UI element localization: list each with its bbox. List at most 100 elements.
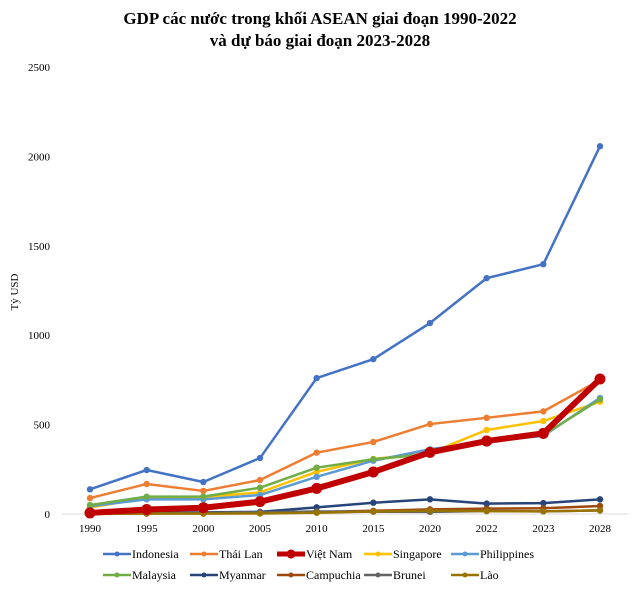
legend-label: Philippines (480, 547, 534, 561)
legend-label: Indonesia (132, 547, 179, 561)
legend-marker (114, 551, 120, 557)
y-tick-label: 1500 (28, 241, 51, 253)
chart-title-line-1: GDP các nước trong khối ASEAN giai đoạn … (123, 9, 516, 28)
data-point (370, 508, 377, 515)
legend-marker (288, 572, 294, 578)
legend-label: Singapore (393, 547, 442, 561)
data-point (84, 507, 96, 519)
y-tick-label: 500 (34, 420, 51, 432)
data-point (483, 426, 490, 434)
data-point (256, 510, 264, 517)
data-point (426, 420, 434, 428)
data-point (200, 487, 207, 495)
legend-item: Philippines (451, 547, 534, 561)
x-tick-label: 2028 (589, 523, 612, 535)
legend-item: Myanmar (190, 568, 266, 582)
series-việt-nam (84, 373, 606, 519)
data-point (596, 396, 604, 403)
y-tick-label: 2500 (28, 62, 51, 74)
y-tick-label: 0 (45, 509, 51, 521)
series-line (89, 400, 601, 509)
series-line (89, 376, 603, 516)
data-point (483, 274, 490, 282)
data-point (256, 476, 264, 484)
legend-item: Thái Lan (190, 547, 263, 561)
legend-item: Lào (451, 568, 499, 582)
legend-item: Việt Nam (277, 547, 353, 561)
data-point (540, 261, 547, 268)
data-point (313, 374, 320, 382)
legend-item: Malaysia (103, 568, 177, 582)
data-point (483, 500, 490, 507)
series-line (89, 509, 601, 516)
legend-item: Campuchia (277, 568, 361, 582)
data-point (311, 482, 323, 494)
data-point (537, 427, 549, 439)
series-thái-lan (86, 376, 604, 502)
series-line (89, 145, 602, 491)
data-point (86, 494, 94, 502)
data-point (86, 501, 94, 509)
chart-title-line-2: và dự báo giai đoạn 2023-2028 (210, 31, 430, 50)
data-point (370, 355, 377, 363)
data-point (426, 319, 434, 327)
series-singapore (86, 398, 604, 511)
x-tick-label: 1995 (136, 523, 159, 535)
data-point (313, 473, 320, 481)
data-point (197, 502, 209, 514)
x-tick-label: 2023 (532, 523, 555, 535)
data-point (426, 507, 434, 514)
data-point (256, 484, 264, 491)
legend-marker (201, 572, 207, 578)
data-point (596, 502, 604, 510)
data-point (370, 456, 377, 463)
data-point (143, 466, 150, 474)
data-point (540, 499, 547, 507)
data-point (254, 496, 266, 508)
legend-label: Myanmar (219, 568, 266, 582)
data-point (370, 438, 377, 446)
legend-marker (462, 572, 468, 578)
data-point (313, 449, 320, 456)
data-point (367, 466, 379, 478)
y-axis-label: Tỷ USD (9, 273, 21, 310)
legend-label: Việt Nam (306, 547, 353, 561)
x-tick-label: 2022 (476, 523, 498, 535)
data-point (424, 446, 436, 458)
data-point (256, 454, 264, 462)
data-point (200, 493, 207, 500)
legend-marker (375, 572, 381, 578)
data-point (481, 435, 493, 447)
x-tick-label: 1990 (79, 523, 102, 535)
legend-label: Lào (480, 568, 499, 582)
legend-label: Campuchia (306, 568, 361, 582)
series-line (89, 378, 601, 500)
legend-marker (462, 551, 468, 557)
data-point (596, 143, 604, 150)
x-tick-label: 2015 (362, 523, 385, 535)
data-point (596, 496, 604, 503)
data-point (141, 504, 153, 516)
data-point (540, 417, 547, 425)
data-point (540, 508, 547, 515)
legend-label: Brunei (393, 568, 426, 582)
legend-marker (286, 549, 296, 559)
y-tick-label: 1000 (28, 330, 51, 342)
data-point (596, 507, 604, 514)
x-tick-label: 2000 (192, 523, 215, 535)
legend-item: Singapore (364, 547, 442, 561)
legend-item: Brunei (364, 568, 426, 582)
data-point (313, 509, 320, 516)
data-point (200, 478, 207, 486)
x-tick-label: 2005 (249, 523, 272, 535)
legend-label: Malaysia (132, 568, 177, 582)
data-point (143, 480, 150, 488)
legend-marker (114, 572, 120, 578)
legend-item: Indonesia (103, 547, 179, 561)
x-tick-label: 2010 (306, 523, 329, 535)
data-point (483, 414, 490, 422)
y-tick-label: 2000 (28, 151, 51, 163)
data-point (143, 493, 150, 500)
legend-marker (375, 551, 381, 557)
